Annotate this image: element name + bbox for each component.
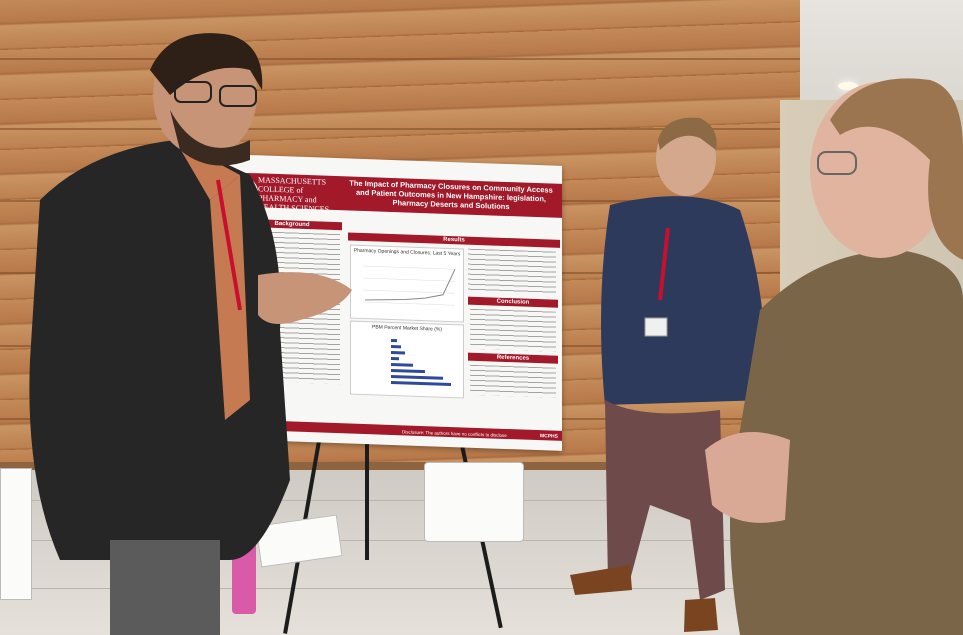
research-poster: MASSACHUSETTS COLLEGE of PHARMACY and HE… — [222, 154, 562, 451]
attendee-man — [570, 117, 766, 632]
easel-leg-center — [365, 440, 369, 560]
chart-pharmacy-openings: Pharmacy Openings and Closures: Last 5 Y… — [350, 244, 464, 323]
presenter — [29, 33, 352, 635]
attendee-woman — [705, 78, 963, 635]
tote-bag — [424, 462, 524, 542]
tote-bag-left — [0, 468, 32, 600]
chart1-lines — [363, 265, 456, 306]
ceiling-light — [838, 82, 858, 90]
